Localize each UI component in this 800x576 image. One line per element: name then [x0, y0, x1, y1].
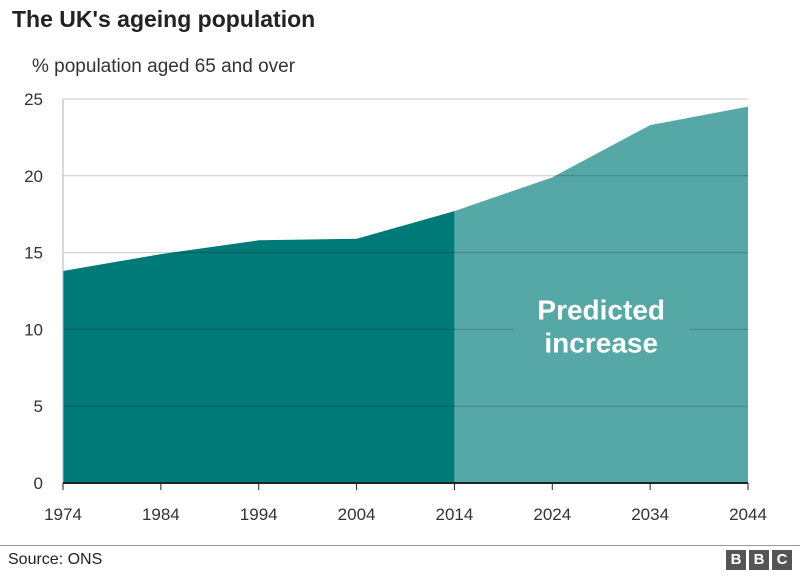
x-tick-label: 2004 [338, 505, 376, 524]
logo-letter-b1: B [726, 550, 746, 570]
y-tick-label: 10 [24, 320, 43, 339]
chart-title: The UK's ageing population [12, 6, 316, 32]
y-tick-label: 0 [34, 474, 43, 493]
area-historical [63, 211, 455, 484]
area-predicted [454, 106, 748, 484]
x-tick-label: 1994 [240, 505, 278, 524]
annotation-line-2: increase [544, 327, 658, 358]
x-tick-label: 1984 [142, 505, 180, 524]
annotation-backdrop [513, 295, 690, 364]
x-tick-label: 2044 [729, 505, 767, 524]
y-tick-label: 20 [24, 167, 43, 186]
source-text: Source: ONS [8, 551, 103, 568]
y-tick-label: 5 [34, 397, 43, 416]
x-tick-label: 2014 [436, 505, 474, 524]
annotation-line-1: Predicted [537, 294, 665, 325]
x-tick-label: 2034 [631, 505, 669, 524]
logo-letter-c: C [772, 550, 792, 570]
x-tick-label: 1974 [44, 505, 82, 524]
logo-letter-b2: B [749, 550, 769, 570]
area-chart: 0 5 10 15 20 25 1974 1984 1994 2004 2014 2024 2034 20… [24, 90, 767, 524]
footer-divider [0, 545, 800, 546]
bbc-logo: B B C [726, 550, 792, 570]
x-tick-label: 2024 [533, 505, 571, 524]
y-tick-label: 25 [24, 90, 43, 109]
y-tick-label: 15 [24, 244, 43, 263]
chart-subtitle: % population aged 65 and over [32, 56, 296, 77]
